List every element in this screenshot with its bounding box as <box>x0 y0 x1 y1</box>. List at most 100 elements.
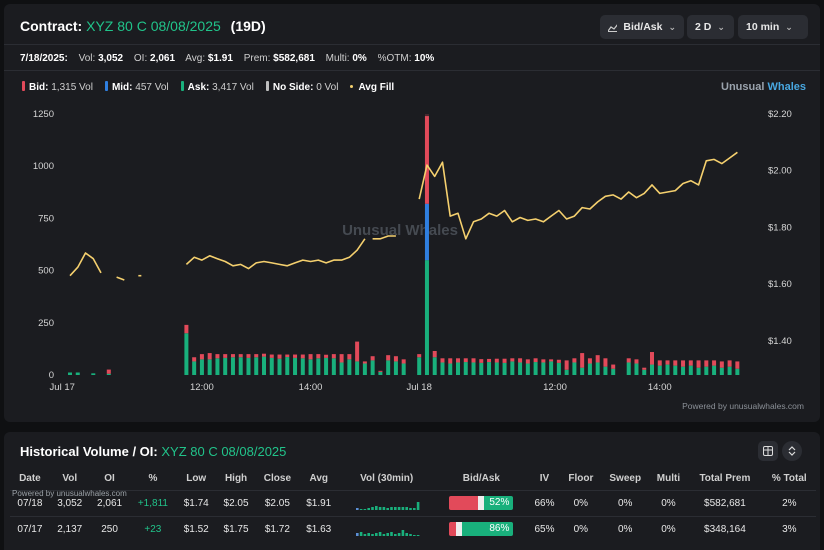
ask-volume-bar <box>502 362 507 375</box>
column-header[interactable]: Vol (30min) <box>360 473 414 485</box>
column-header[interactable]: Total Prem <box>699 473 751 485</box>
column-header[interactable]: Date <box>19 473 41 485</box>
ask-volume-bar <box>68 372 72 375</box>
bid-volume-bar <box>207 353 212 360</box>
table-row[interactable]: 07/18 3,052 2,061 +1,811 $1.74 $2.05 $2.05 $1.9… <box>10 489 816 516</box>
cell-chg: +23 <box>129 515 177 542</box>
bid-volume-bar <box>347 354 352 360</box>
stat-otm-label: %OTM: <box>377 53 412 64</box>
column-header[interactable]: Bid/Ask <box>462 473 500 485</box>
bid-volume-bar <box>370 356 375 361</box>
bid-volume-bar <box>696 360 701 368</box>
column-header[interactable]: IV <box>539 473 550 485</box>
bid-volume-bar <box>246 354 251 358</box>
contract-label: Contract: <box>20 18 83 34</box>
bid-ask-dropdown[interactable]: Bid/Ask ⌄ <box>600 15 684 39</box>
bid-volume-bar <box>238 354 243 358</box>
bid-volume-bar <box>580 353 585 368</box>
ask-volume-bar <box>603 366 608 375</box>
column-header[interactable]: % Total <box>771 473 807 485</box>
bid-volume-bar <box>331 354 336 359</box>
historical-table: Date Vol OI% Low High Close Avg Vol (30min) Bid/… <box>10 468 816 542</box>
ask-volume-bar <box>355 361 360 375</box>
column-header[interactable]: Vol <box>62 473 78 485</box>
historical-title: Historical Volume / OI: XYZ 80 C 08/08/2… <box>20 444 286 459</box>
column-header[interactable]: % <box>148 473 158 485</box>
ask-volume-bar <box>293 357 298 375</box>
powered-by[interactable]: Powered by unusualwhales.com <box>682 401 804 411</box>
ask-volume-bar <box>285 357 290 375</box>
interval-dropdown-label: 10 min <box>746 21 780 33</box>
column-header[interactable]: Multi <box>656 473 681 485</box>
mid-volume-bar <box>424 203 429 261</box>
brand-logo[interactable]: Unusual Whales <box>721 81 806 93</box>
stats-line: 7/18/2025: Vol: 3,052 OI: 2,061 Avg: $1.… <box>20 53 434 64</box>
cell-oi: 2,061 <box>89 489 130 516</box>
ask-volume-bar <box>525 363 530 375</box>
stat-otm: 10% <box>414 53 435 64</box>
x-tick-label: 12:00 <box>190 382 214 393</box>
ask-volume-bar <box>448 363 453 375</box>
cell-date: 07/17 <box>10 515 50 542</box>
ask-volume-bar <box>595 362 600 375</box>
y-axis-right: $2.20 $2.00 $1.80 $1.60 $1.40 <box>768 109 792 347</box>
bid-swatch <box>22 81 25 91</box>
table-body: 07/18 3,052 2,061 +1,811 $1.74 $2.05 $2.05 $1.9… <box>10 489 816 542</box>
chart-watermark: Unusual Whales <box>342 222 458 239</box>
ask-volume-bar <box>300 358 305 375</box>
ask-volume-bar <box>642 369 647 375</box>
stat-prem: $582,681 <box>273 53 315 64</box>
bid-volume-bar <box>657 360 662 366</box>
bid-volume-bar <box>719 361 724 368</box>
column-header[interactable]: Avg <box>309 473 328 485</box>
contract-symbol: XYZ 80 C 08/08/2025 <box>86 18 221 34</box>
volume-bars <box>68 116 740 375</box>
ask-volume-bar <box>681 366 686 375</box>
y-right-tick-label: $1.80 <box>768 222 792 233</box>
ask-volume-bar <box>611 368 616 375</box>
y-left-tick-label: 750 <box>38 213 54 224</box>
column-header[interactable]: Low <box>186 473 207 485</box>
legend-avg-fill: Avg Fill <box>350 82 394 93</box>
bid-volume-bar <box>502 358 507 363</box>
column-header[interactable]: OI <box>104 473 115 485</box>
ask-volume-bar <box>587 363 592 375</box>
bid-volume-bar <box>106 369 111 374</box>
ask-volume-bar <box>533 362 538 375</box>
y-right-tick-label: $2.00 <box>768 166 792 177</box>
bid-volume-bar <box>603 358 608 367</box>
ask-volume-bar <box>215 358 220 375</box>
table-header-row: Date Vol OI% Low High Close Avg Vol (30min) Bid/… <box>10 468 816 490</box>
bid-volume-bar <box>525 359 530 364</box>
stat-prem-label: Prem: <box>243 53 271 64</box>
ask-volume-bar <box>580 367 585 375</box>
days-dropdown[interactable]: 2 D ⌄ <box>687 15 734 39</box>
y-left-tick-label: 0 <box>49 370 54 381</box>
column-header[interactable]: High <box>224 473 248 485</box>
legend-bid: Bid: 1,315 Vol <box>22 81 93 93</box>
interval-dropdown[interactable]: 10 min ⌄ <box>738 15 808 39</box>
table-view-button[interactable] <box>758 441 778 461</box>
ask-volume-bar <box>199 359 204 375</box>
column-header[interactable]: Sweep <box>609 473 642 485</box>
bid-volume-bar <box>572 358 577 363</box>
bid-volume-bar <box>727 360 732 367</box>
ask-volume-bar <box>75 372 80 375</box>
ask-volume-bar <box>510 361 515 375</box>
expand-button[interactable] <box>782 441 802 461</box>
ask-volume-bar <box>230 357 235 375</box>
ask-swatch <box>180 81 184 91</box>
bid-volume-bar <box>440 358 445 363</box>
avg-fill-segment <box>372 235 396 240</box>
column-header[interactable]: Floor <box>568 473 594 485</box>
cell-iv: 66% <box>528 489 561 516</box>
ask-volume-bar <box>362 363 367 375</box>
table-row[interactable]: 07/17 2,137 250 +23 $1.52 $1.75 $1.72 $1.63 86% 6… <box>10 515 816 542</box>
bid-volume-bar <box>510 358 515 362</box>
bid-volume-bar <box>254 354 259 358</box>
ask-volume-bar <box>269 357 274 375</box>
bid-volume-bar <box>533 358 538 363</box>
y-left-tick-label: 500 <box>38 266 54 277</box>
column-header[interactable]: Close <box>263 473 292 485</box>
